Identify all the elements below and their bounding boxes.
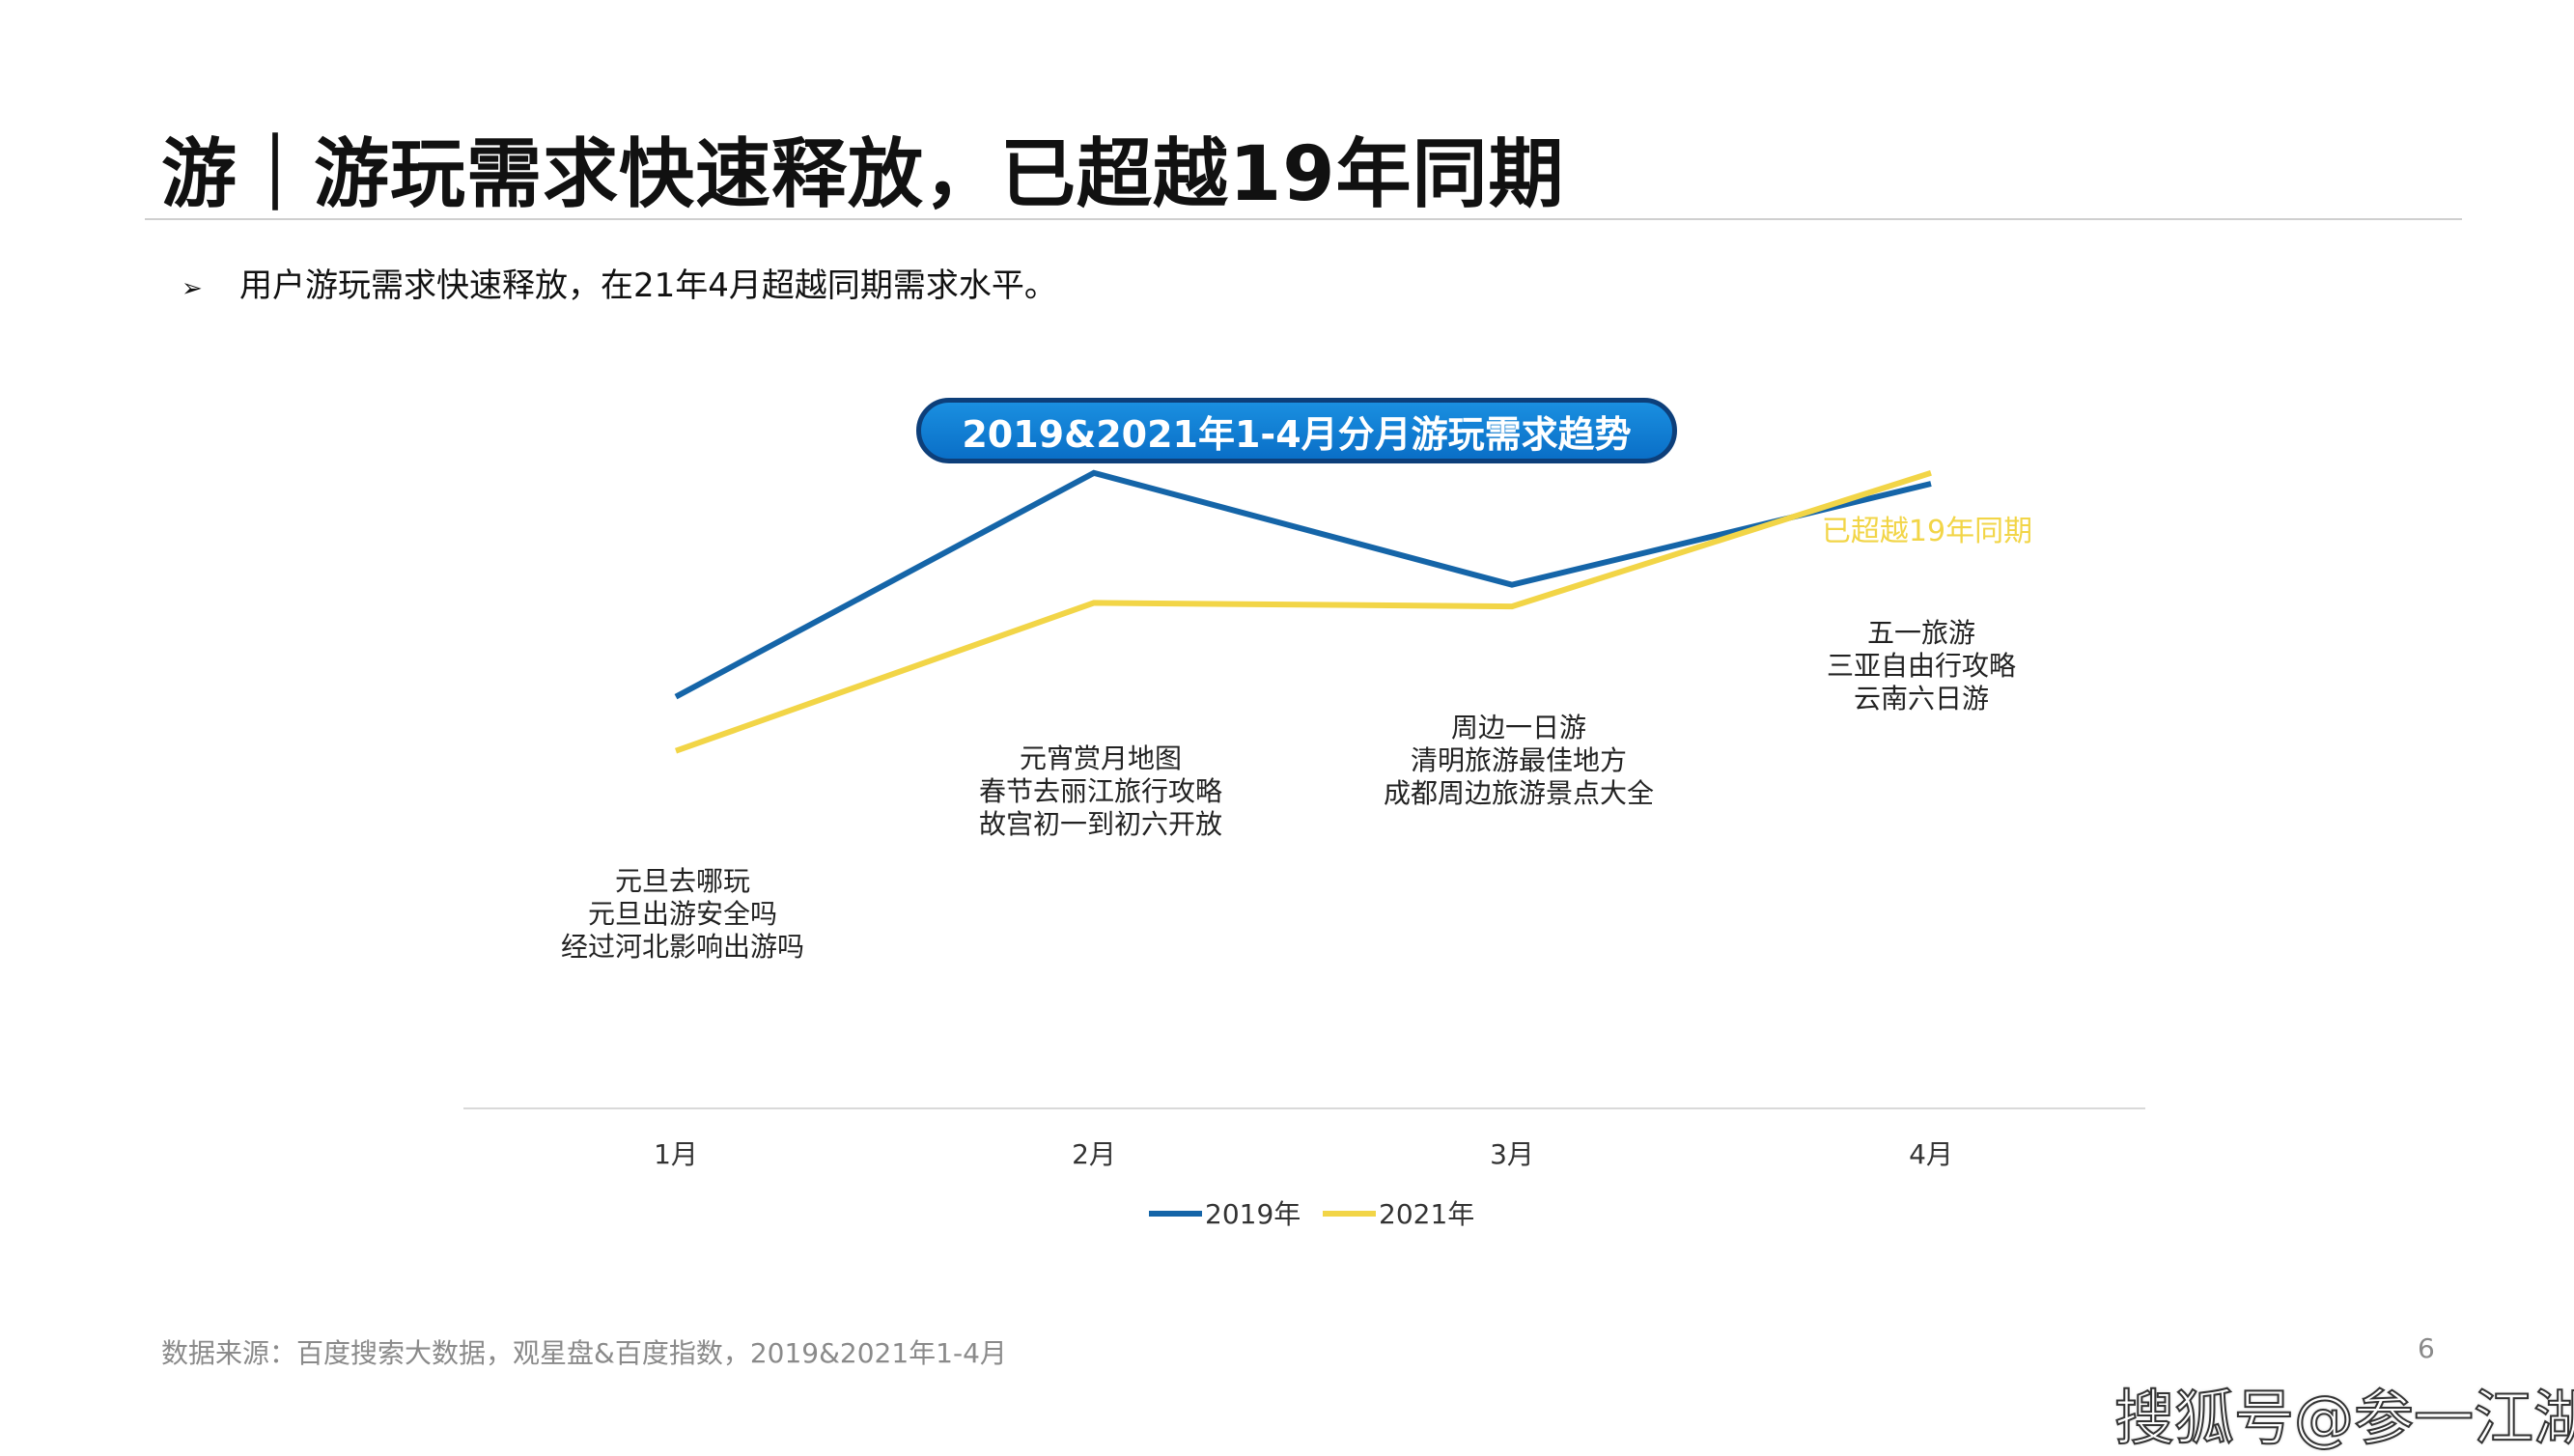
x-tick-label: 4月 bbox=[1909, 1138, 1953, 1170]
x-tick-label: 3月 bbox=[1490, 1138, 1534, 1170]
series-line-2019 bbox=[676, 473, 1931, 697]
legend-label: 2021年 bbox=[1379, 1198, 1474, 1230]
annotation-text: 元旦去哪玩 bbox=[615, 865, 750, 897]
annotation-text: 清明旅游最佳地方 bbox=[1411, 744, 1627, 776]
x-tick-label: 1月 bbox=[654, 1138, 698, 1170]
annotation-text: 故宫初一到初六开放 bbox=[979, 808, 1222, 840]
highlight-label: 已超越19年同期 bbox=[1822, 515, 2032, 548]
annotation-text: 五一旅游 bbox=[1867, 617, 1975, 649]
annotation-text: 成都周边旅游景点大全 bbox=[1384, 777, 1654, 809]
x-tick-label: 2月 bbox=[1072, 1138, 1116, 1170]
watermark: 搜狐号@参一江湖 bbox=[2114, 1369, 2574, 1456]
annotation-text: 经过河北影响出游吗 bbox=[561, 931, 804, 963]
legend-label: 2019年 bbox=[1205, 1198, 1301, 1230]
annotation-text: 元宵赏月地图 bbox=[1020, 742, 1182, 774]
annotation-text: 元旦出游安全吗 bbox=[588, 898, 777, 930]
data-source-note: 数据来源：百度搜索大数据，观星盘&百度指数，2019&2021年1-4月 bbox=[161, 1332, 1007, 1371]
series-line-2021 bbox=[676, 473, 1931, 751]
annotation-text: 云南六日游 bbox=[1854, 683, 1989, 714]
annotation-text: 春节去丽江旅行攻略 bbox=[979, 775, 1222, 807]
page-number: 6 bbox=[2418, 1332, 2435, 1364]
annotation-text: 三亚自由行攻略 bbox=[1827, 650, 2016, 682]
annotation-text: 周边一日游 bbox=[1451, 712, 1586, 743]
